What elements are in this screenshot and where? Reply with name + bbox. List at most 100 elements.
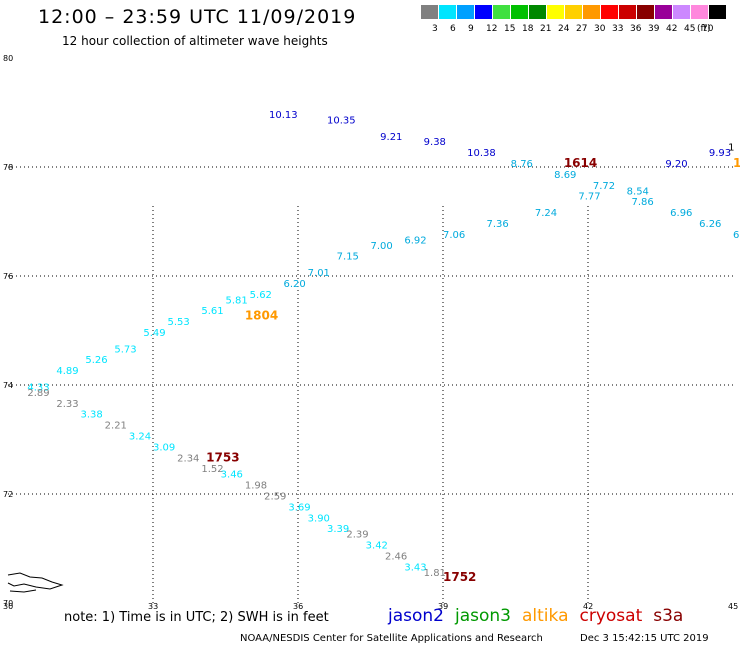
axis-ticks: 70 72 74 76 78 80 30 33 36 39 42 45 [3, 54, 738, 611]
wave-height-value: 5.26 [85, 355, 107, 366]
legend-swatch [493, 5, 510, 19]
legend-label: 6 [450, 24, 456, 34]
wave-height-value: 8.54 [627, 186, 649, 197]
time-label: 18 [733, 156, 740, 170]
wave-height-value: 9.38 [424, 137, 446, 148]
wave-height-value: 3.24 [129, 432, 151, 443]
satellite-name: cryosat [579, 606, 643, 626]
wave-height-value: 5.61 [201, 306, 223, 317]
wave-height-value: 6. [733, 230, 740, 241]
lon-tick-label: 36 [293, 602, 303, 611]
legend-swatch [637, 5, 654, 19]
wave-height-value: 4.89 [56, 366, 78, 377]
wave-height-value: 1.52 [201, 464, 223, 475]
legend-label: 18 [522, 24, 534, 34]
legend-label: 42 [666, 24, 678, 34]
wave-height-value: 3.69 [288, 502, 310, 513]
wave-height-value: 6.20 [284, 279, 306, 290]
wave-height-value: 10.13 [269, 110, 298, 121]
wave-height-value: 7.15 [337, 252, 359, 263]
wave-height-value: 9.93 [709, 148, 731, 159]
legend-unit: (ft) [697, 24, 711, 34]
units-note: note: 1) Time is in UTC; 2) SWH is in fe… [64, 610, 329, 625]
lat-tick-label: 80 [3, 54, 13, 63]
satellite-legend: jason2 jason3 altika cryosat s3a [388, 606, 694, 626]
wave-height-value: 3.46 [221, 470, 243, 481]
legend-swatch [547, 5, 564, 19]
legend-swatch [565, 5, 582, 19]
lon-tick-label: 45 [728, 602, 738, 611]
wave-height-value: 3.09 [153, 442, 175, 453]
lat-tick-label: 70 [3, 599, 13, 608]
legend-label: 45 [684, 24, 696, 34]
wave-height-value: 7.72 [593, 181, 615, 192]
legend-label: 33 [612, 24, 624, 34]
wave-height-value: 7.77 [578, 192, 600, 203]
legend-label: 21 [540, 24, 552, 34]
legend-label: 9 [468, 24, 474, 34]
wave-height-value: 9.20 [665, 159, 687, 170]
wave-height-value: 2.34 [177, 453, 199, 464]
wave-height-value: 7.06 [443, 230, 465, 241]
legend-swatch [619, 5, 636, 19]
legend-swatch [439, 5, 456, 19]
map-subtitle: 12 hour collection of altimeter wave hei… [62, 34, 328, 48]
legend-label: 27 [576, 24, 588, 34]
time-label: 1804 [245, 309, 278, 323]
wave-height-value: 4.33 [27, 382, 49, 393]
wave-height-value: 6.96 [670, 208, 692, 219]
wave-height-value: 8.76 [511, 159, 533, 170]
legend-label: 15 [504, 24, 516, 34]
lon-tick-label: 33 [148, 602, 158, 611]
wave-height-value: 2.21 [105, 421, 127, 432]
lon-tick-label: 39 [438, 602, 448, 611]
legend-label: 36 [630, 24, 642, 34]
wave-height-value: 5.49 [143, 328, 165, 339]
map-title: 12:00 – 23:59 UTC 11/09/2019 [38, 6, 357, 28]
wave-height-value: 6.26 [699, 219, 721, 230]
wave-height-value: 3.90 [308, 513, 330, 524]
wave-height-value: 1.98 [245, 481, 267, 492]
lat-tick-label: 74 [3, 381, 13, 390]
wave-height-value: 5.53 [168, 317, 190, 328]
wave-height-value: 2.89 [27, 388, 49, 399]
legend-swatch [673, 5, 690, 19]
map-grid [8, 166, 733, 603]
lat-tick-label: 78 [3, 163, 13, 172]
wave-height-value: 7.24 [535, 208, 557, 219]
generated-date: Dec 3 15:42:15 UTC 2019 [580, 633, 709, 644]
wave-height-value: 3.39 [327, 524, 349, 535]
satellite-name: altika [522, 606, 569, 626]
lat-tick-label: 72 [3, 490, 13, 499]
legend-swatch [691, 5, 708, 19]
legend-swatch [421, 5, 438, 19]
satellite-name: jason2 [388, 606, 444, 626]
wave-height-value: 2.46 [385, 551, 407, 562]
credit-text: NOAA/NESDIS Center for Satellite Applica… [240, 633, 543, 644]
wave-height-value: 2.59 [264, 491, 286, 502]
wave-height-value: 5.81 [226, 295, 248, 306]
legend-label: 3 [432, 24, 438, 34]
satellite-name: s3a [653, 606, 684, 626]
satellite-name: jason3 [455, 606, 511, 626]
wave-height-value: 3.43 [404, 562, 426, 573]
legend-label: 39 [648, 24, 660, 34]
legend-label: 12 [486, 24, 498, 34]
lat-tick-label: 76 [3, 272, 13, 281]
wave-height-value: 5.73 [114, 344, 136, 355]
wave-values: 10.13 10.35 9.21 9.38 10.38 8.76 8.69 7.72 8.54 9… [27, 110, 740, 579]
wave-height-value: 1.81 [424, 568, 446, 579]
wave-height-value: 3.42 [366, 541, 388, 552]
coastline [7, 572, 64, 593]
wave-height-value: 7.01 [308, 268, 330, 279]
wave-height-value: 5.62 [250, 290, 272, 301]
legend-label: 30 [594, 24, 606, 34]
legend-label: 24 [558, 24, 570, 34]
wave-height-value: 9.21 [380, 132, 402, 143]
wave-height-value: 7.00 [371, 241, 393, 252]
legend-swatch [709, 5, 726, 19]
time-label: 1614 [564, 156, 597, 170]
legend-swatch [655, 5, 672, 19]
legend-swatch [601, 5, 618, 19]
lon-tick-label: 30 [3, 602, 13, 611]
